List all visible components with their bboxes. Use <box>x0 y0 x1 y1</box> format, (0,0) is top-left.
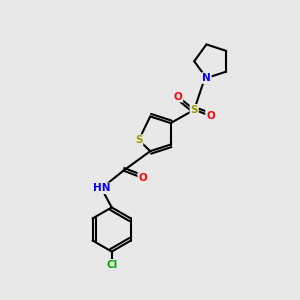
Text: Cl: Cl <box>106 260 117 270</box>
Text: HN: HN <box>93 183 110 193</box>
Text: O: O <box>138 173 147 183</box>
Text: Cl: Cl <box>106 260 117 270</box>
Text: O: O <box>174 92 182 102</box>
Text: N: N <box>202 73 211 83</box>
Text: S: S <box>190 105 198 115</box>
Text: S: S <box>135 135 142 145</box>
Text: O: O <box>206 111 215 121</box>
